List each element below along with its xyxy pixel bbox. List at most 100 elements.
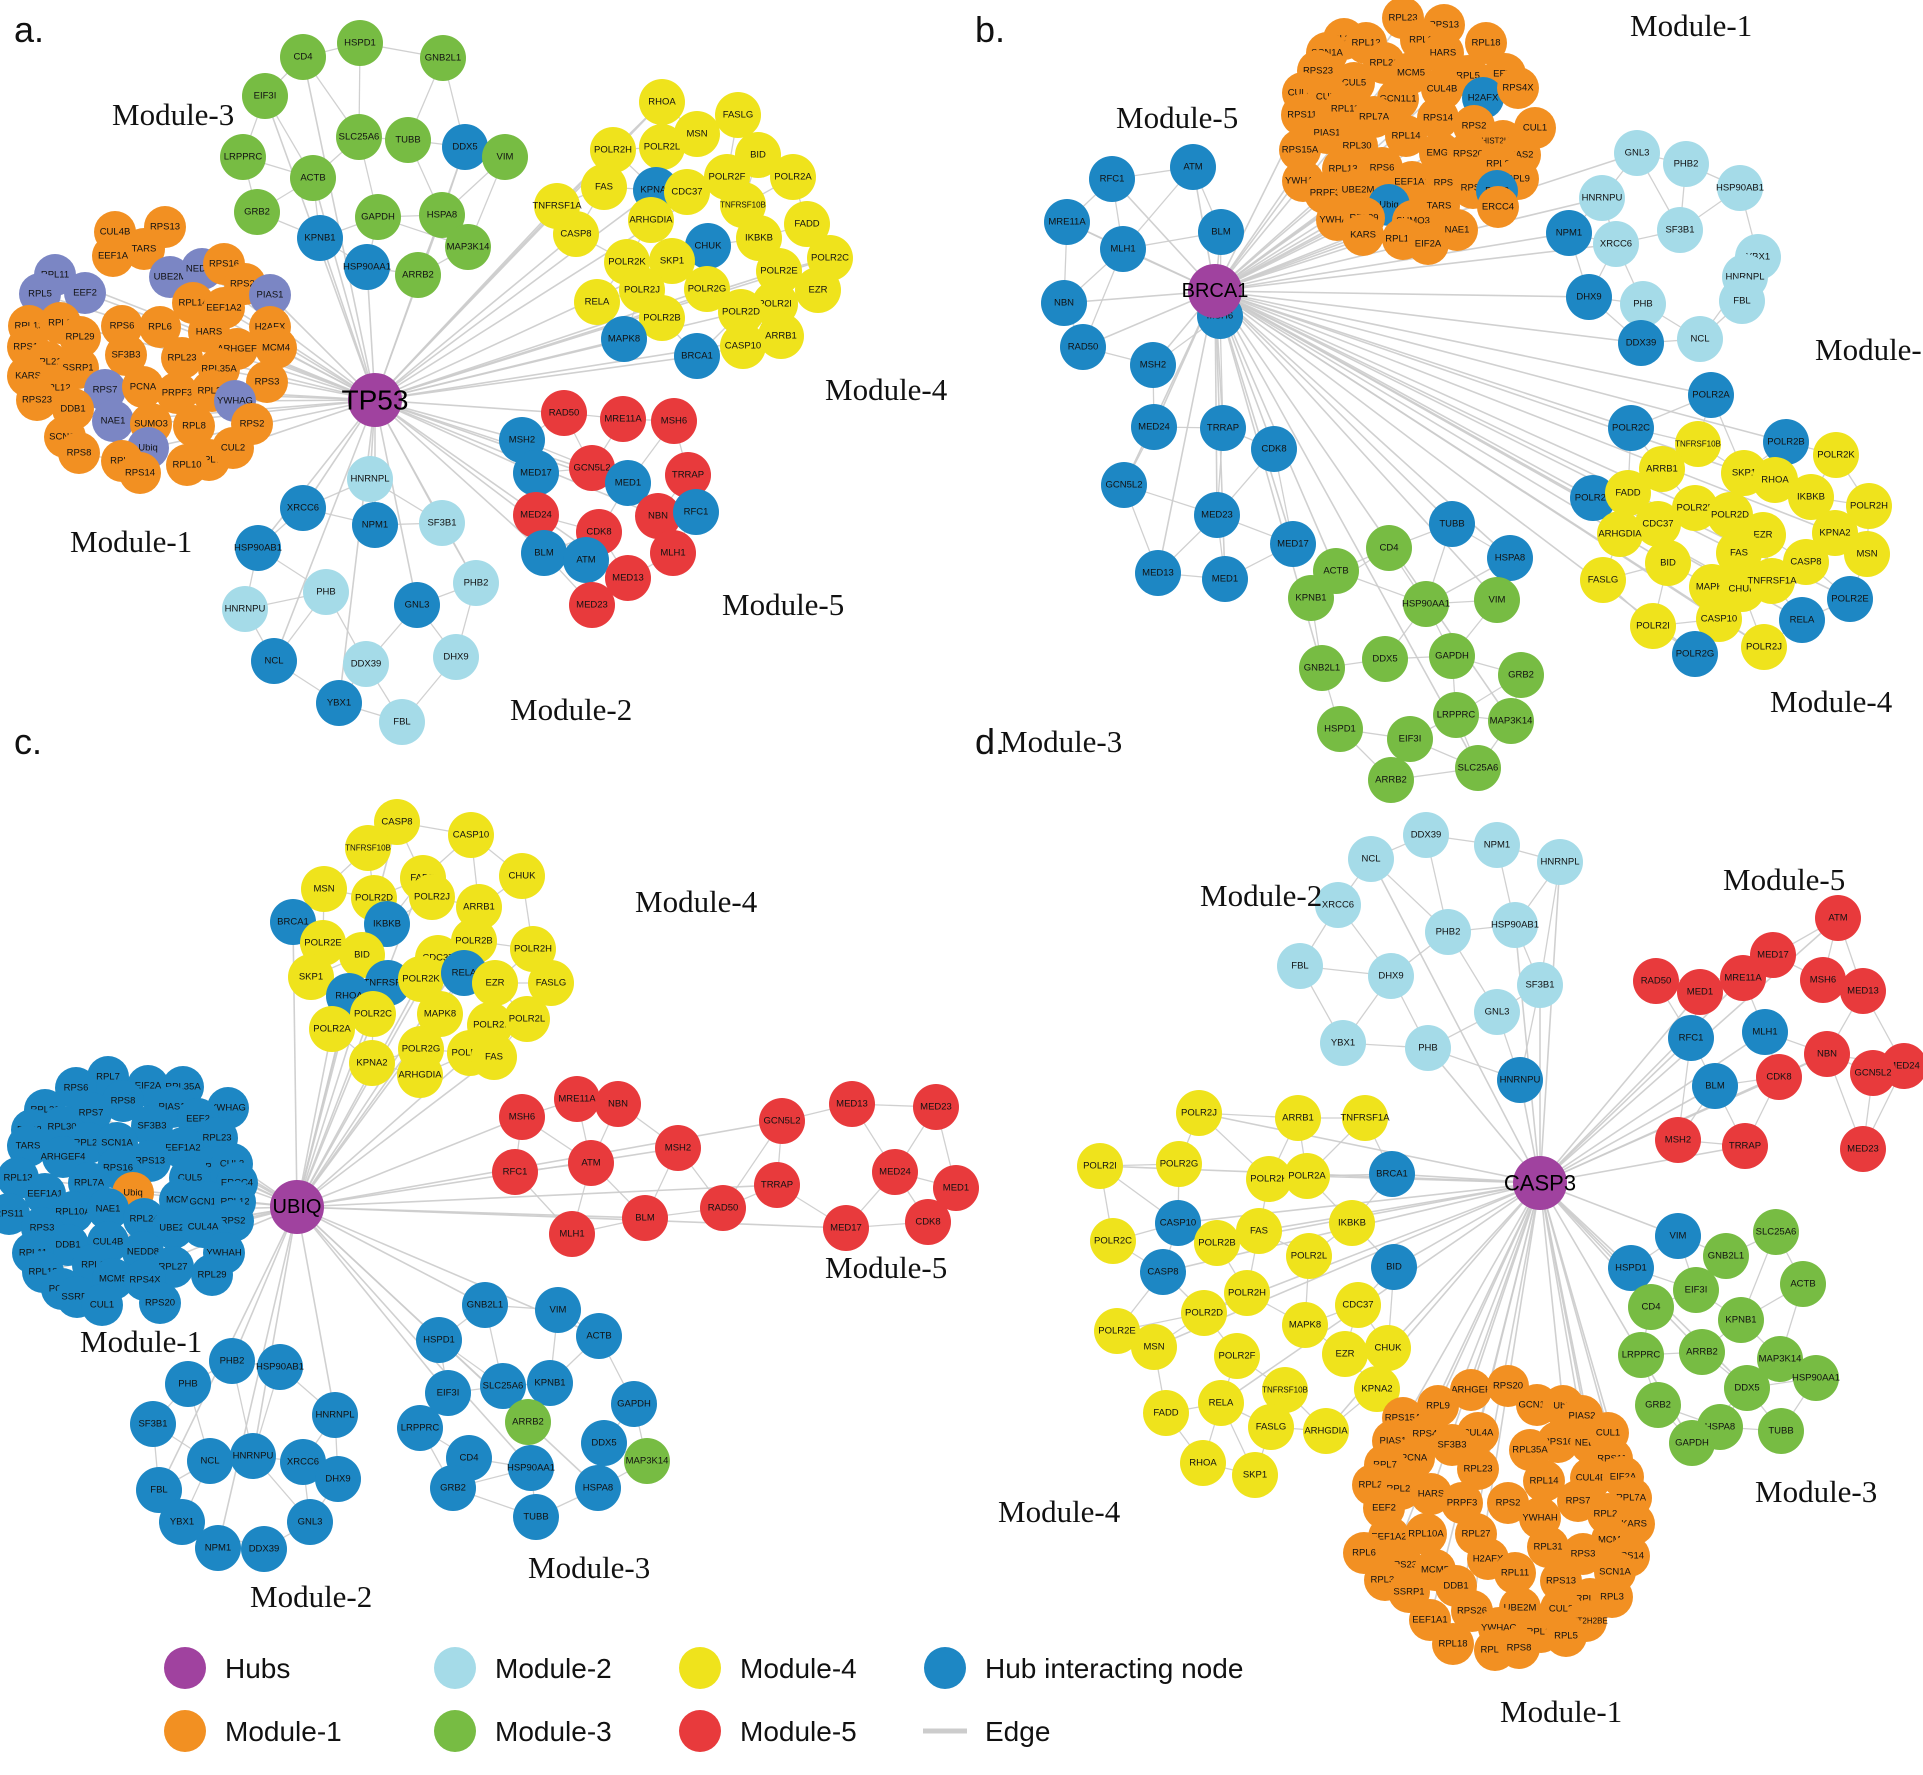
node-arhgdia: ARHGDIA <box>1597 511 1643 557</box>
node-fas: FAS <box>581 164 627 210</box>
node-casp10: CASP10 <box>448 812 494 858</box>
edge <box>1214 290 1590 298</box>
node-mlh1: MLH1 <box>1742 1009 1788 1055</box>
module-label: Module-4 <box>1770 684 1893 719</box>
edge <box>1214 290 1712 396</box>
node-arrb2: ARRB2 <box>395 252 441 298</box>
node-rps8: RPS8 <box>1498 1627 1540 1669</box>
node-faslg: FASLG <box>1248 1404 1294 1450</box>
node-brca1: BRCA1 <box>674 333 720 379</box>
node-ddx39: DDX39 <box>1403 812 1449 858</box>
node-hsp90aa1: HSP90AA1 <box>507 1445 555 1491</box>
edge <box>1392 1182 1541 1442</box>
node-gcn5l2: GCN5L2 <box>759 1098 805 1144</box>
node-cd4: CD4 <box>1628 1284 1674 1330</box>
edge <box>296 1056 495 1208</box>
module-label: Module-2 <box>250 1579 372 1614</box>
legend-item-module-1: Module-1 <box>164 1710 342 1752</box>
node-kars: KARS <box>1342 214 1384 256</box>
node-kpna2: KPNA2 <box>349 1040 395 1086</box>
node-gapdh: GAPDH <box>611 1381 657 1427</box>
module-label: Module-4 <box>635 884 758 919</box>
edge <box>319 237 376 401</box>
node-phb2: PHB2 <box>453 560 499 606</box>
node-ybx1: YBX1 <box>1320 1020 1366 1066</box>
m1-swatch <box>164 1710 206 1752</box>
module-label: Module-3 <box>112 97 234 132</box>
node-gcn5l2: GCN5L2 <box>1101 462 1147 508</box>
module-label: Module-5 <box>1723 862 1845 897</box>
node-rps20: RPS20 <box>139 1282 181 1324</box>
node-slc25a6: SLC25A6 <box>1455 745 1501 791</box>
edge <box>374 399 418 606</box>
node-gnb2l1: GNB2L1 <box>420 35 466 81</box>
node-gnl3: GNL3 <box>1614 130 1660 176</box>
node-mre11a: MRE11A <box>600 396 646 442</box>
edge <box>296 1147 679 1208</box>
legend-item-hub-interacting-node: Hub interacting node <box>924 1647 1243 1689</box>
node-med13: MED13 <box>829 1081 875 1127</box>
node-med24: MED24 <box>1131 404 1177 450</box>
node-ncl: NCL <box>187 1438 233 1484</box>
hubint-swatch <box>924 1647 966 1689</box>
node-ezr: EZR <box>472 960 518 1006</box>
node-dhx9: DHX9 <box>1566 274 1612 320</box>
node-ddx5: DDX5 <box>581 1420 627 1466</box>
node-tnfrsf10b: TNFRSF10B <box>345 825 391 871</box>
node-polr2j: POLR2J <box>1176 1090 1222 1136</box>
node-tnfrsf1a: TNFRSF1A <box>1340 1095 1390 1141</box>
edge <box>1214 232 1570 292</box>
node-msh6: MSH6 <box>651 398 697 444</box>
node-hspd1: HSPD1 <box>337 20 383 66</box>
node-rpl5: RPL5 <box>1545 1615 1587 1657</box>
edge <box>374 205 558 401</box>
edge <box>296 1206 449 1394</box>
hub-brca1: BRCA1 <box>1182 264 1248 318</box>
edge <box>296 1206 486 1306</box>
node-atm: ATM <box>568 1140 614 1186</box>
m3-swatch <box>434 1710 476 1752</box>
node-mlh1: MLH1 <box>549 1211 595 1257</box>
legend-label: Hubs <box>225 1653 290 1684</box>
node-rps14: RPS14 <box>119 452 161 494</box>
edge <box>1539 1037 1692 1184</box>
node-eif3i: EIF3I <box>242 73 288 119</box>
edge <box>1214 290 1696 509</box>
node-cdc37: CDC37 <box>664 169 710 215</box>
node-gnb2l1: GNB2L1 <box>1299 645 1345 691</box>
edge <box>1539 1145 1746 1184</box>
edge <box>296 1184 778 1208</box>
m4-swatch <box>679 1647 721 1689</box>
node-ercc4: ERCC4 <box>1477 186 1519 228</box>
node-med17: MED17 <box>1270 521 1316 567</box>
node-cd4: CD4 <box>280 34 326 80</box>
module-label: Module-1 <box>1500 1694 1622 1729</box>
edge <box>1539 861 1561 1184</box>
node-kpnb1: KPNB1 <box>527 1360 573 1406</box>
panel-letter-a: a. <box>14 9 44 50</box>
node-xrcc6: XRCC6 <box>280 485 326 531</box>
node-faslg: FASLG <box>715 92 761 138</box>
edge <box>1214 290 1787 443</box>
edge <box>1214 290 1498 601</box>
node-fbl: FBL <box>379 699 425 745</box>
node-nbn: NBN <box>595 1081 641 1127</box>
node-med24: MED24 <box>872 1149 918 1195</box>
module-label: Module-3 <box>1755 1474 1877 1509</box>
node-actb: ACTB <box>290 155 336 201</box>
node-nbn: NBN <box>1041 280 1087 326</box>
edge <box>374 189 657 401</box>
node-casp10: CASP10 <box>1155 1200 1201 1246</box>
node-atm: ATM <box>1815 895 1861 941</box>
node-lrpprc: LRPPRC <box>1618 1332 1664 1378</box>
node-grb2: GRB2 <box>430 1465 476 1511</box>
node-phb2: PHB2 <box>1663 141 1709 187</box>
node-msh2: MSH2 <box>1655 1117 1701 1163</box>
node-actb: ACTB <box>1780 1261 1826 1307</box>
edge <box>1214 290 1765 648</box>
node-arrb2: ARRB2 <box>1679 1329 1725 1375</box>
node-mlh1: MLH1 <box>1100 226 1146 272</box>
legend-item-module-3: Module-3 <box>434 1710 612 1752</box>
node-med17: MED17 <box>823 1205 869 1251</box>
node-hsp90ab1: HSP90AB1 <box>1716 165 1764 211</box>
